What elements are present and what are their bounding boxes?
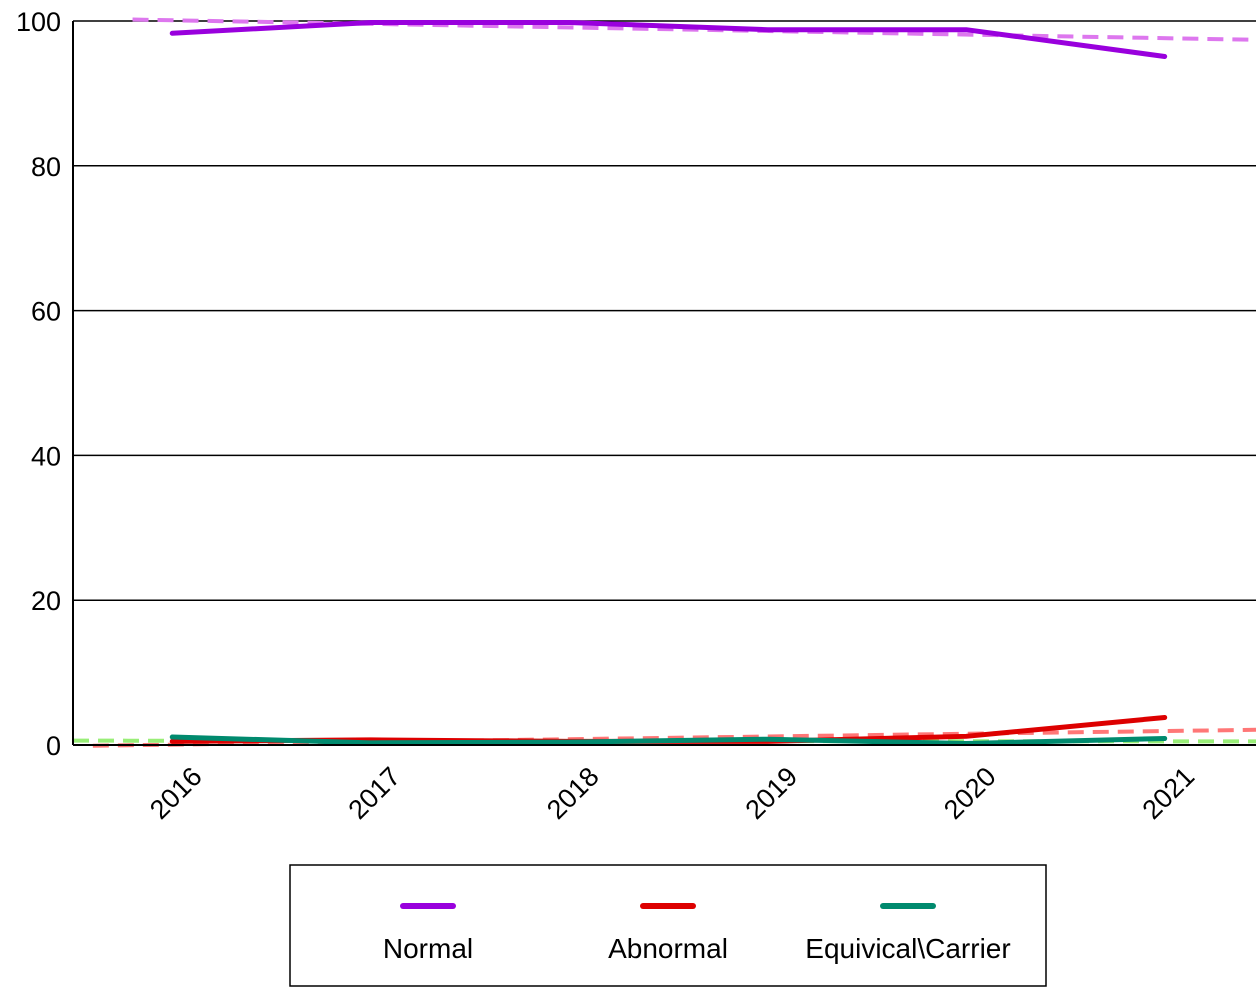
x-tick-label: 2020 (938, 761, 1002, 825)
series-line (169, 734, 1168, 747)
x-tick-label: 2021 (1137, 761, 1201, 825)
legend-box (289, 864, 1047, 987)
y-tick-label: 40 (31, 441, 61, 471)
y-tick-label: 0 (46, 731, 61, 761)
trend-line (132, 17, 1256, 42)
x-tick-label: 2016 (144, 761, 208, 825)
x-tick-label: 2017 (343, 761, 407, 825)
legend-label: Abnormal (608, 933, 728, 964)
x-tick-label: 2019 (740, 761, 804, 825)
trend-line (92, 727, 1256, 748)
gridlines (73, 20, 1256, 601)
y-tick-label: 60 (31, 297, 61, 327)
x-tick-label: 2018 (541, 761, 605, 825)
y-tick-label: 100 (16, 7, 61, 37)
legend: Normal Abnormal Equivical\Carrier (289, 864, 1047, 987)
y-tick-label: 20 (31, 586, 61, 616)
trend-lines (72, 17, 1256, 748)
y-tick-labels: 0 20 40 60 80 100 (16, 7, 61, 761)
series-line (169, 19, 1168, 59)
legend-label: Equivical\Carrier (805, 933, 1010, 964)
x-tick-labels: 2016 2017 2018 2019 2020 2021 (144, 761, 1200, 825)
legend-label: Normal (383, 933, 473, 964)
y-tick-label: 80 (31, 152, 61, 182)
data-series (169, 19, 1168, 747)
axes (72, 21, 1256, 746)
